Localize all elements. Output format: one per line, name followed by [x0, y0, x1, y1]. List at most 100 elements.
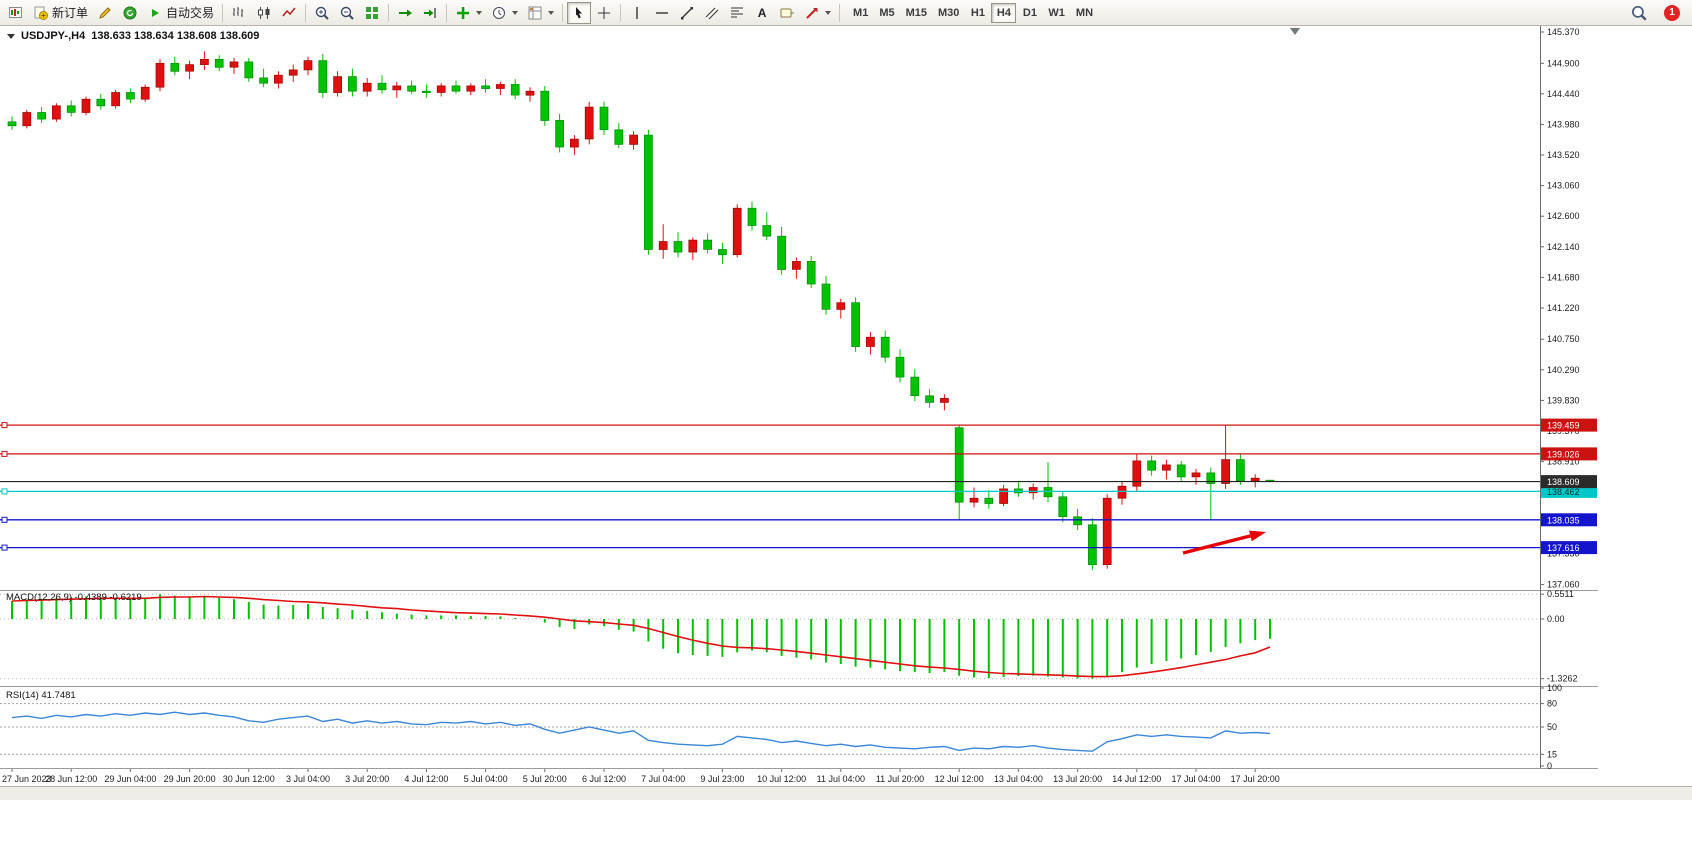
channel-icon	[705, 7, 719, 19]
svg-text:5 Jul 20:00: 5 Jul 20:00	[523, 774, 567, 784]
templates-button[interactable]	[523, 2, 558, 24]
horizontal-line-icon	[656, 11, 669, 14]
price-badge	[1541, 418, 1597, 432]
metaeditor-button[interactable]	[93, 2, 117, 24]
svg-text:13 Jul 04:00: 13 Jul 04:00	[994, 774, 1043, 784]
svg-text:138.035: 138.035	[1547, 515, 1580, 525]
arrow-tool-icon	[806, 7, 818, 19]
svg-text:139.459: 139.459	[1547, 421, 1580, 431]
price-badge	[1541, 475, 1597, 489]
svg-text:137.060: 137.060	[1547, 580, 1580, 590]
chart-shift-marker[interactable]	[1290, 28, 1300, 35]
search-button[interactable]	[1626, 2, 1652, 24]
svg-text:29 Jun 04:00: 29 Jun 04:00	[104, 774, 156, 784]
arrow-object[interactable]	[1182, 534, 1251, 555]
timeframe-m30-button[interactable]: M30	[933, 3, 964, 23]
new-chart-button[interactable]	[4, 2, 28, 24]
crosshair-button[interactable]	[592, 2, 616, 24]
chart-window: 145.370 144.900 144.440 143.980 143.520 143.0…	[0, 26, 1598, 786]
timeframe-toolbar: M1 M5 M15 M30 H1 H4 D1 W1 MN	[848, 2, 1098, 23]
svg-text:140.290: 140.290	[1547, 365, 1580, 375]
line-chart-button[interactable]	[277, 2, 301, 24]
search-icon	[1631, 5, 1647, 21]
svg-text:143.060: 143.060	[1547, 181, 1580, 191]
text-tool-icon: A	[757, 5, 767, 20]
svg-text:4 Jul 12:00: 4 Jul 12:00	[404, 774, 448, 784]
auto-trading-label: 自动交易	[166, 6, 215, 20]
svg-text:11 Jul 20:00: 11 Jul 20:00	[876, 774, 924, 784]
hline-handle[interactable]	[1, 422, 8, 429]
svg-text:30 Jun 12:00: 30 Jun 12:00	[223, 774, 275, 784]
svg-text:143.980: 143.980	[1547, 119, 1580, 129]
indicators-plus-icon	[457, 6, 470, 19]
cursor-button[interactable]	[567, 1, 592, 24]
auto-trading-button[interactable]: 自动交易	[143, 2, 218, 24]
notification-badge[interactable]: 1	[1664, 4, 1680, 21]
one-click-trading-toggle[interactable]	[7, 33, 15, 39]
label-button[interactable]	[775, 2, 799, 24]
zoom-in-button[interactable]	[310, 2, 334, 24]
fibonacci-button[interactable]	[725, 2, 749, 24]
hline-handle[interactable]	[1, 488, 8, 495]
fibonacci-icon	[731, 7, 744, 17]
zoom-out-button[interactable]	[335, 2, 359, 24]
tile-windows-button[interactable]	[360, 2, 384, 24]
candlestick-chart-button[interactable]	[252, 2, 276, 24]
bar-chart-icon	[233, 6, 244, 17]
svg-text:145.370: 145.370	[1547, 27, 1580, 37]
hline-handle[interactable]	[1, 516, 8, 523]
hline-handle[interactable]	[1, 544, 8, 551]
candles	[7, 51, 1275, 570]
indicators-button[interactable]	[451, 2, 486, 24]
toolbar-right-cluster: 1	[1626, 2, 1688, 24]
new-order-button[interactable]: 新订单	[29, 2, 92, 24]
channel-button[interactable]	[700, 2, 724, 24]
trendline-button[interactable]	[675, 2, 699, 24]
clock-icon	[493, 6, 506, 19]
svg-text:142.140: 142.140	[1547, 242, 1580, 252]
dropdown-caret-icon	[476, 10, 483, 15]
timeframe-d1-button[interactable]: D1	[1017, 3, 1042, 23]
bar-chart-button[interactable]	[227, 2, 251, 24]
mql5-community-button[interactable]	[118, 2, 142, 24]
timeframe-mn-button[interactable]: MN	[1071, 3, 1098, 23]
crosshair-icon	[598, 6, 611, 19]
svg-text:0.00: 0.00	[1547, 614, 1565, 624]
svg-text:0: 0	[1547, 761, 1552, 771]
price-badge	[1541, 484, 1597, 498]
svg-text:28 Jun 12:00: 28 Jun 12:00	[45, 774, 97, 784]
hline-handle[interactable]	[1, 450, 8, 457]
chart-canvas[interactable]: 145.370 144.900 144.440 143.980 143.520 143.0…	[0, 26, 1598, 786]
timeframe-m1-button[interactable]: M1	[848, 3, 873, 23]
timeframe-m5-button[interactable]: M5	[874, 3, 899, 23]
vertical-line-button[interactable]	[625, 2, 649, 24]
svg-text:7 Jul 04:00: 7 Jul 04:00	[641, 774, 685, 784]
arrow-object-head[interactable]	[1249, 530, 1266, 542]
svg-text:-1.3262: -1.3262	[1547, 674, 1578, 684]
auto-scroll-button[interactable]	[393, 2, 417, 24]
horizontal-line-button[interactable]	[650, 2, 674, 24]
mql5-icon	[123, 6, 137, 19]
text-button[interactable]: A	[750, 2, 774, 24]
svg-text:138.462: 138.462	[1547, 487, 1580, 497]
svg-text:9 Jul 23:00: 9 Jul 23:00	[700, 774, 744, 784]
chart-shift-icon	[424, 7, 436, 18]
svg-text:10 Jul 12:00: 10 Jul 12:00	[757, 774, 806, 784]
svg-text:138.609: 138.609	[1547, 477, 1580, 487]
svg-text:11 Jul 04:00: 11 Jul 04:00	[817, 774, 865, 784]
svg-text:100: 100	[1547, 683, 1562, 693]
svg-text:13 Jul 20:00: 13 Jul 20:00	[1053, 774, 1102, 784]
toolbar-separator	[562, 3, 564, 22]
main-toolbar: 新订单 自动交易 A M1 M5 M15 M30 H1 H4 D1 W1 MN	[0, 0, 1692, 26]
arrows-button[interactable]	[800, 2, 835, 24]
new-order-label: 新订单	[52, 6, 89, 20]
chart-shift-button[interactable]	[418, 2, 442, 24]
periods-button[interactable]	[487, 2, 522, 24]
timeframe-h1-button[interactable]: H1	[965, 3, 990, 23]
dropdown-caret-icon	[512, 10, 519, 15]
timeframe-m15-button[interactable]: M15	[901, 3, 932, 23]
vertical-line-icon	[636, 6, 638, 19]
timeframe-w1-button[interactable]: W1	[1043, 3, 1070, 23]
timeframe-h4-button[interactable]: H4	[991, 2, 1017, 23]
